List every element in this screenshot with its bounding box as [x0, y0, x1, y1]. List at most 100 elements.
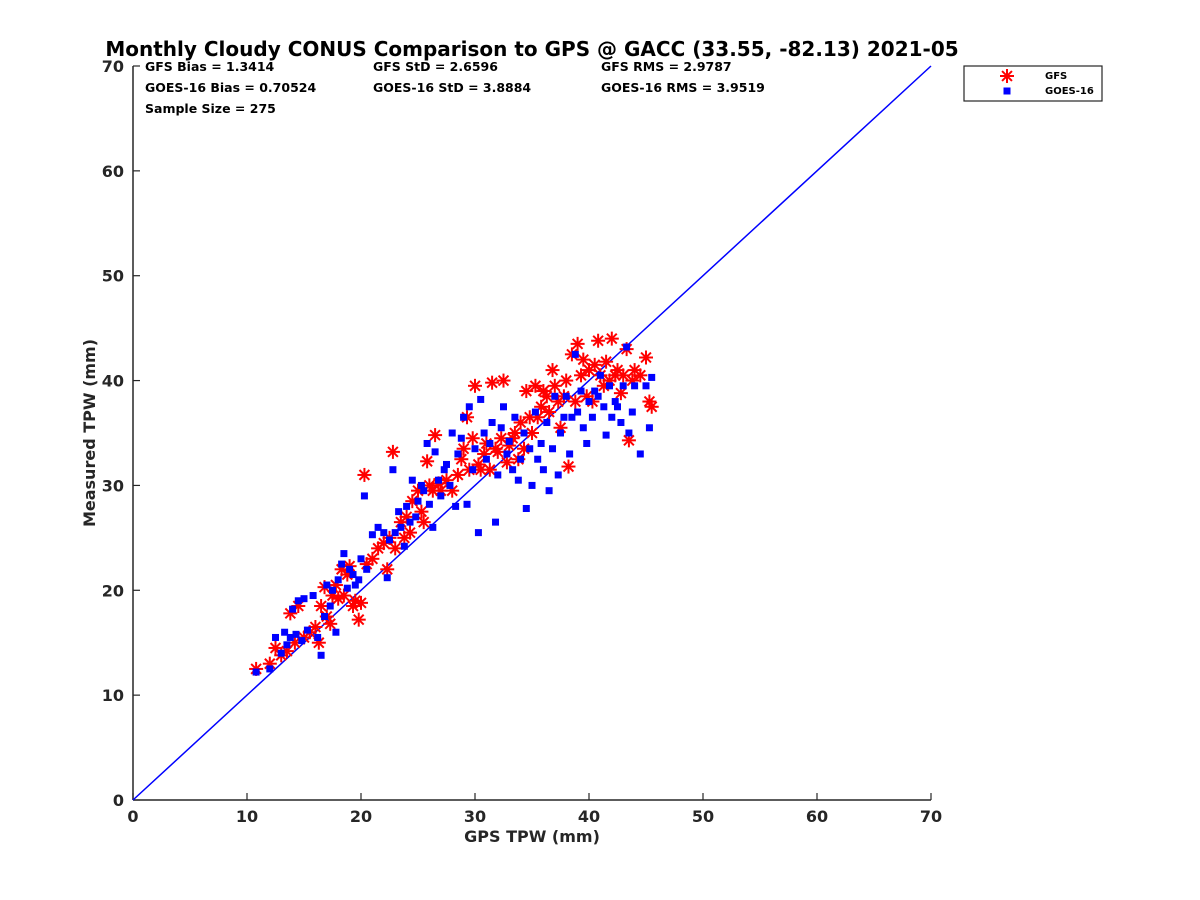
goes-16-point	[417, 481, 425, 489]
goes-16-point	[403, 502, 411, 510]
gfs-point	[468, 378, 482, 393]
goes-16-point	[494, 471, 502, 479]
y-tick-label: 10	[102, 686, 124, 705]
asterisk-stroke	[509, 427, 521, 439]
asterisk-stroke	[581, 390, 593, 402]
goes-16-point	[465, 403, 473, 411]
goes-16-point	[351, 581, 359, 589]
goes-16-point	[298, 637, 306, 645]
asterisk-stroke	[338, 589, 350, 602]
asterisk-stroke	[577, 353, 589, 366]
goes-16-point	[431, 448, 439, 456]
asterisk-stroke	[571, 338, 584, 350]
goes-16-point	[463, 500, 471, 508]
asterisk-stroke	[617, 369, 629, 381]
goes-16-point	[329, 586, 336, 594]
goes-16-point	[577, 387, 585, 395]
goes-16-point	[614, 403, 621, 411]
goes-16-point	[323, 581, 331, 589]
gfs-point	[420, 454, 435, 469]
goes-16-point	[560, 413, 568, 421]
goes-16-point	[437, 492, 445, 500]
gfs-point	[450, 467, 465, 482]
gfs-point	[465, 431, 480, 446]
goes-16-point	[600, 403, 608, 411]
goes-16-point	[551, 392, 559, 400]
gfs-point	[314, 599, 329, 614]
goes-16-point	[286, 633, 294, 641]
goes-16-point	[531, 408, 539, 416]
asterisk-stroke	[592, 335, 604, 347]
asterisk-stroke	[537, 385, 550, 397]
asterisk-stroke	[313, 637, 325, 649]
goes-16-point	[355, 576, 363, 584]
asterisk-stroke	[529, 380, 542, 392]
asterisk-stroke	[400, 511, 413, 523]
asterisk-stroke	[606, 332, 618, 345]
gfs-point	[323, 616, 338, 631]
goes-16-point	[591, 387, 599, 395]
asterisk-stroke	[452, 469, 464, 481]
goes-16-point	[448, 429, 456, 437]
gfs-point	[428, 428, 443, 443]
x-tick-label: 10	[236, 807, 258, 826]
asterisk-stroke	[486, 377, 498, 389]
legend-goes-square	[1003, 87, 1011, 95]
goes-16-point	[526, 445, 534, 453]
stat-goes-std: GOES-16 StD = 3.8884	[373, 80, 531, 95]
goes-16-point	[480, 429, 488, 437]
asterisk-stroke	[429, 429, 441, 441]
goes-16-point	[623, 343, 631, 351]
stats-annotations: GFS Bias = 1.3414 GFS StD = 2.6596 GFS R…	[145, 59, 765, 116]
x-axis-label: GPS TPW (mm)	[464, 827, 600, 846]
goes-16-point	[486, 439, 494, 447]
legend: GFS GOES-16	[963, 65, 1103, 102]
asterisk-stroke	[532, 411, 544, 423]
asterisk-stroke	[634, 369, 646, 381]
goes-16-point	[514, 476, 522, 484]
asterisk-stroke	[475, 464, 487, 476]
goes-16-point	[568, 413, 576, 421]
asterisk-stroke	[421, 455, 433, 467]
goes-16-point	[435, 476, 443, 484]
stat-sample-size: Sample Size = 275	[145, 101, 276, 116]
goes-16-point	[383, 574, 391, 582]
gfs-point	[616, 368, 631, 383]
asterisk-stroke	[643, 395, 656, 408]
goes-16-point	[642, 382, 650, 390]
goes-16-point	[429, 523, 437, 531]
goes-16-point	[574, 408, 582, 416]
gfs-point	[542, 405, 557, 420]
goes-16-point	[554, 471, 562, 479]
asterisk-stroke	[467, 432, 479, 444]
asterisk-stroke	[623, 434, 635, 446]
gfs-point	[416, 515, 431, 530]
goes-16-point	[503, 450, 511, 458]
goes-16-point	[412, 513, 420, 521]
asterisk-stroke	[446, 485, 458, 497]
gfs-point	[485, 375, 500, 390]
goes-16-point	[562, 392, 570, 400]
legend-gfs-marker	[1000, 69, 1014, 83]
gfs-point	[547, 378, 562, 393]
goes-16-point	[303, 626, 311, 634]
goes-16-point	[317, 651, 325, 659]
goes-16-point	[625, 429, 633, 437]
asterisk-stroke	[324, 618, 336, 630]
asterisk-stroke	[600, 356, 612, 368]
asterisk-stroke	[611, 364, 624, 376]
goes-16-point	[374, 523, 382, 531]
asterisk-stroke	[389, 542, 401, 554]
goes-16-point	[368, 531, 376, 539]
goes-16-point	[474, 529, 482, 537]
asterisk-stroke	[366, 553, 379, 565]
goes-16-point	[583, 439, 591, 447]
goes-16-point	[469, 466, 477, 474]
goes-16-point	[360, 492, 368, 500]
goes-16-point	[389, 466, 397, 474]
gfs-point	[385, 444, 400, 459]
goes-16-point	[309, 592, 317, 600]
asterisk-stroke	[381, 563, 393, 575]
x-tick-label: 40	[578, 807, 600, 826]
